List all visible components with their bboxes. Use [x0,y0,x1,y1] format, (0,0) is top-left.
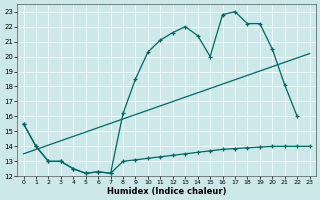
X-axis label: Humidex (Indice chaleur): Humidex (Indice chaleur) [107,187,226,196]
